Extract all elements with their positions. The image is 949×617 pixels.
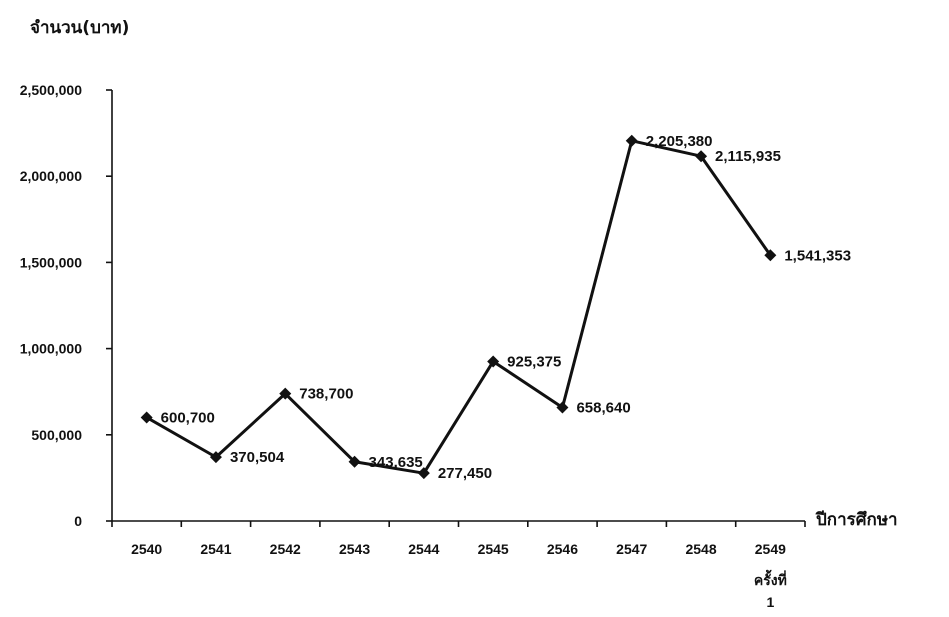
x-tick-label: 2541 [200,541,231,557]
data-point-marker [556,401,569,414]
y-tick-label: 1,500,000 [20,254,82,270]
x-tick-note-line: 1 [766,594,774,610]
data-value-label: 738,700 [299,386,353,403]
data-value-label: 343,635 [369,454,423,471]
y-tick-label: 1,000,000 [20,341,82,357]
data-value-label: 2,115,935 [715,148,781,165]
data-value-label: 658,640 [576,399,630,416]
x-tick-label: 2547 [616,541,647,557]
data-value-label: 1,541,353 [784,247,851,264]
data-point-marker [140,411,153,424]
data-value-label: 600,700 [161,409,215,426]
data-point-marker [209,451,222,464]
y-tick-label: 500,000 [31,427,82,443]
data-labels: 600,700 370,504 738,700 343,635 277,450 925,3… [161,133,851,482]
x-tick-label: 2540 [131,541,162,557]
x-tick-label: 2544 [408,541,439,557]
data-point-marker [764,249,777,262]
x-tick-note-line: ครั้งที่ [754,569,787,588]
series-line-group [145,139,772,475]
data-value-label: 2,205,380 [646,133,713,150]
data-point-marker [625,134,638,147]
data-value-label: 370,504 [230,449,285,466]
y-tick-label: 2,500,000 [20,82,82,98]
data-value-label: 925,375 [507,353,561,370]
x-tick-label: 2545 [478,541,509,557]
x-tick-label: 2548 [685,541,716,557]
x-tick-label: 2549 [755,541,786,557]
y-axis-title: จำนวน(บาท) [30,18,129,38]
data-point-marker [487,355,500,368]
y-axis-ticks: 0 500,000 1,000,000 1,500,000 2,000,000 2,500… [20,82,112,529]
series-line [145,139,772,475]
data-point-marker [695,150,708,163]
x-tick-label: 2546 [547,541,578,557]
x-axis-ticks: 2540 2541 2542 2543 2544 2545 2546 2547 2548 2549… [111,521,806,610]
data-point-marker [279,387,292,400]
x-axis-title: ปีการศึกษา [815,509,897,530]
y-tick-label: 2,000,000 [20,168,82,184]
data-point-marker [417,467,430,480]
x-tick-label: 2543 [339,541,370,557]
data-markers [140,134,777,480]
x-tick-label: 2542 [270,541,301,557]
data-value-label: 277,450 [438,465,492,482]
y-tick-label: 0 [74,513,82,529]
data-point-marker [348,455,361,468]
